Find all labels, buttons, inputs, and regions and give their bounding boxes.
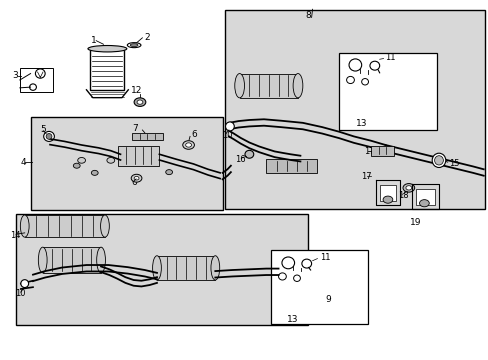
Text: 7: 7 [132,124,138,133]
Bar [118,146,159,166]
Ellipse shape [101,215,109,237]
Bar [339,53,436,130]
Circle shape [419,200,428,207]
Text: 11: 11 [385,53,395,62]
Text: 13: 13 [287,315,298,324]
Circle shape [131,174,142,182]
Text: 6: 6 [191,130,196,139]
Ellipse shape [20,215,29,237]
Bar [266,159,317,173]
Text: 19: 19 [409,219,421,228]
Circle shape [73,163,80,168]
Text: 2: 2 [144,33,150,42]
Bar [239,73,297,98]
Circle shape [185,143,191,147]
Circle shape [91,170,98,175]
Circle shape [78,157,85,163]
Ellipse shape [46,134,52,139]
Bar [42,247,101,273]
Circle shape [134,98,145,107]
Text: 9: 9 [325,295,330,304]
Ellipse shape [434,156,443,165]
Bar [415,189,434,205]
Ellipse shape [38,247,47,273]
Text: 1: 1 [91,36,97,45]
Bar [16,214,307,325]
Ellipse shape [225,122,234,131]
Ellipse shape [210,256,219,280]
Circle shape [382,196,392,203]
Text: 17: 17 [363,147,373,156]
Bar [131,133,163,140]
Ellipse shape [244,150,253,158]
Text: 14: 14 [10,231,20,240]
Text: 11: 11 [319,253,330,262]
Ellipse shape [97,247,105,273]
Circle shape [405,186,411,190]
Text: 15: 15 [448,159,458,168]
Bar [90,49,124,90]
Ellipse shape [127,42,141,48]
Text: 18: 18 [397,190,407,199]
Ellipse shape [431,153,445,167]
Bar [20,68,53,93]
Text: 4: 4 [21,158,26,167]
Ellipse shape [21,280,29,288]
Ellipse shape [88,45,126,52]
Bar [25,215,105,237]
Bar [157,256,215,280]
Bar [271,250,368,324]
Ellipse shape [130,44,138,46]
Circle shape [183,141,194,149]
Circle shape [137,100,142,104]
Bar [370,146,393,156]
Circle shape [107,157,115,163]
Bar [30,117,222,210]
Ellipse shape [43,131,54,141]
Text: 8: 8 [305,11,310,20]
Text: 10: 10 [15,289,25,298]
Text: 5: 5 [40,126,46,135]
Text: 12: 12 [131,86,142,95]
Bar [224,10,484,208]
Bar [379,185,395,202]
Text: 17: 17 [361,172,371,181]
Text: 16: 16 [234,155,245,164]
Circle shape [134,176,139,180]
Circle shape [402,184,414,192]
Text: 3: 3 [12,71,18,80]
Text: 6: 6 [131,178,137,187]
Ellipse shape [234,73,244,98]
Ellipse shape [292,73,302,98]
Text: 10: 10 [221,131,232,140]
Ellipse shape [152,256,161,280]
Text: 13: 13 [356,119,367,128]
Circle shape [165,170,172,175]
